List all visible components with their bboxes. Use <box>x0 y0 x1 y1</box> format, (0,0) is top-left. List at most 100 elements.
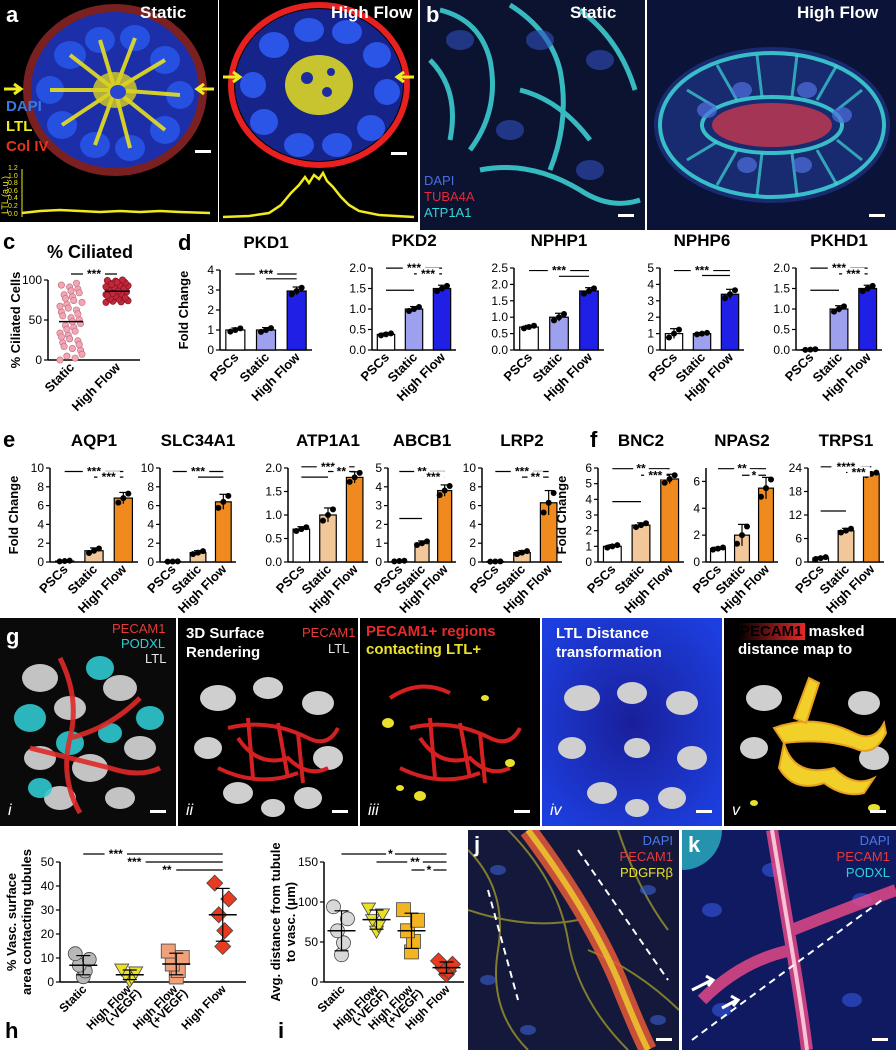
data-point <box>414 542 420 549</box>
data-point <box>492 558 499 565</box>
g-v-scale-bar <box>870 810 886 813</box>
data-point <box>120 495 127 502</box>
data-point <box>666 475 673 482</box>
g-ii-title: 3D Surface Rendering <box>186 625 265 661</box>
y-tick-label: 100 <box>298 895 318 909</box>
data-point <box>411 306 417 312</box>
data-point <box>391 558 398 565</box>
g-ii-pecam1-label: PECAM1 <box>302 625 356 640</box>
y-tick-label: 2 <box>207 303 214 317</box>
sig-label-bg <box>422 471 445 482</box>
sig-label-bg <box>842 267 865 278</box>
y-tick-label: 30 <box>41 903 55 917</box>
data-point <box>591 285 597 292</box>
data-point <box>446 483 453 490</box>
data-point <box>237 325 244 332</box>
y-tick-label: 2 <box>147 536 154 550</box>
data-point <box>521 325 527 332</box>
y-tick-label: 6 <box>585 461 592 475</box>
sig-label-bg <box>424 864 434 874</box>
data-point <box>326 899 341 915</box>
g-v-pecam1-word: PECAM1 <box>738 623 805 640</box>
y-tick-label: 5 <box>375 461 382 475</box>
data-point <box>67 946 83 962</box>
y-tick-label: 150 <box>298 855 318 869</box>
bar <box>113 497 134 563</box>
panel-k-image: DAPI PECAM1 PODXL k <box>682 830 896 1050</box>
y-tick-label: 3 <box>647 294 654 308</box>
y-tick-label: 0 <box>47 975 54 989</box>
sig-label: *** <box>421 267 435 281</box>
sig-label-bg <box>402 262 426 273</box>
g-ii-rendering <box>178 618 358 826</box>
y-tick-label: 4 <box>375 480 382 494</box>
data-point <box>869 282 876 289</box>
data-point <box>169 558 176 565</box>
chart-title: TRPS1 <box>819 431 874 450</box>
y-tick-label: 5 <box>647 261 654 275</box>
data-point <box>383 331 389 338</box>
y-tick-label: 0.0 <box>349 343 366 357</box>
sig-label-bg <box>547 264 571 275</box>
panel-g-iii-image: PECAM1+ regions contacting LTL+ iii <box>360 618 540 826</box>
data-point <box>81 952 97 967</box>
data-point <box>56 558 63 565</box>
y-tick-label: 1.5 <box>773 282 790 296</box>
panel-letter-e: e <box>3 427 16 452</box>
y-tick-label: 2.0 <box>349 261 366 275</box>
data-point <box>604 544 611 551</box>
g-iv-scale-bar <box>696 810 712 813</box>
g-v-masked-word: masked <box>804 623 865 640</box>
y-tick-label: 10 <box>31 461 45 475</box>
data-point <box>586 287 592 294</box>
y-tick-label: 0.5 <box>265 532 282 546</box>
sig-label-bg <box>633 462 649 473</box>
data-point <box>74 310 82 318</box>
panel-g-iv-image: LTL Distance transformation iv <box>542 618 722 826</box>
data-point <box>115 499 122 506</box>
y-tick-label: 4 <box>147 517 154 531</box>
chart-title: PKD2 <box>391 231 436 250</box>
j-pdgfrb-label: PDGFRβ <box>620 865 673 880</box>
y-tick-label: 0.5 <box>773 323 790 337</box>
y-tick-label: 2.0 <box>773 261 790 275</box>
chart-title: BNC2 <box>618 431 664 450</box>
data-point <box>70 296 78 304</box>
data-point <box>396 558 403 565</box>
y-tick-label: 1 <box>647 327 654 341</box>
data-point <box>822 554 829 561</box>
data-point <box>66 557 73 564</box>
sig-label: ** <box>162 863 172 877</box>
sig-label-bg <box>83 268 105 278</box>
y-axis-label-line2: to vasc. (μm) <box>283 882 298 962</box>
x-tick-label: Static <box>41 360 77 396</box>
y-tick-label: 2.0 <box>491 277 508 291</box>
data-point <box>57 281 65 289</box>
bar <box>858 287 878 351</box>
scale-bar-hf <box>391 152 407 155</box>
sig-label: *** <box>852 465 866 479</box>
data-point <box>216 922 234 940</box>
data-point <box>57 333 65 341</box>
sig-label-bg <box>690 264 714 275</box>
data-point <box>232 327 239 333</box>
data-point <box>524 548 530 555</box>
y-axis-label: Fold Change <box>6 476 21 555</box>
y-tick-label: 6 <box>795 532 802 546</box>
sig-label: *** <box>109 847 123 861</box>
data-point <box>581 290 587 297</box>
data-point <box>174 558 181 565</box>
y-tick-label: 1.0 <box>265 508 282 522</box>
y-tick-label: 100 <box>22 273 42 287</box>
sig-label-bg <box>407 856 423 866</box>
data-point <box>293 288 300 294</box>
scatter-chart-h: 0 10 20 30 40 50 % Vasc. surface area contactin… <box>4 847 246 1033</box>
scale-bar <box>195 150 211 153</box>
y-tick-label: 2 <box>469 536 476 550</box>
data-point <box>419 540 425 547</box>
k-podxl-label: PODXL <box>845 865 890 880</box>
position-arrows-hf <box>223 70 414 84</box>
k-micrograph <box>682 830 896 1050</box>
sig-label: ** <box>337 465 347 479</box>
